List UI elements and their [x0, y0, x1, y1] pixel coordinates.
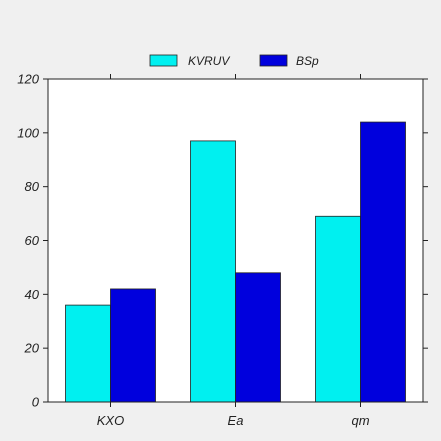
- x-axis: KXO Ea qm: [97, 74, 370, 428]
- y-tick-label: 60: [25, 233, 40, 248]
- legend: KVRUV BSp: [149, 54, 319, 68]
- bar-KVRUV-KXO: [65, 304, 111, 403]
- x-tick-label: qm: [351, 413, 369, 428]
- x-tick-label: Ea: [228, 413, 244, 428]
- y-tick-label: 0: [32, 395, 40, 410]
- y-tick-label: 20: [24, 341, 40, 356]
- bar-BSp-qm: [360, 121, 406, 403]
- y-tick-label: 40: [25, 287, 40, 302]
- bar-BSp-KXO: [110, 288, 156, 403]
- legend-label-KVRUV: KVRUV: [188, 54, 230, 68]
- legend-swatch-BSp: [259, 54, 288, 67]
- y-axis: 0 20 40 60 80 100 120: [17, 72, 428, 410]
- legend-swatch-KVRUV: [149, 54, 178, 67]
- bar-BSp-Ea: [235, 272, 281, 403]
- y-tick-label: 120: [17, 72, 39, 87]
- y-tick-label: 80: [25, 179, 40, 194]
- x-tick-label: KXO: [97, 413, 124, 428]
- y-tick-label: 100: [17, 125, 39, 140]
- bar-KVRUV-Ea: [190, 140, 236, 403]
- bar-KVRUV-qm: [315, 215, 361, 403]
- bars-group: [65, 121, 406, 403]
- legend-label-BSp: BSp: [296, 54, 319, 68]
- plot-frame: [47, 78, 424, 403]
